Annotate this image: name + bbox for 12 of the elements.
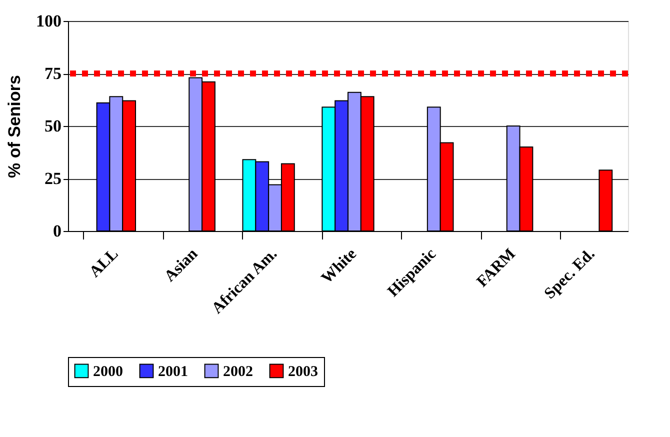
x-tick-label: ALL — [86, 246, 122, 281]
legend-label: 2001 — [158, 364, 188, 380]
y-tick-label: 0 — [53, 222, 62, 240]
y-tick-label: 25 — [44, 169, 62, 188]
legend-label: 2000 — [93, 364, 123, 380]
legend-label: 2002 — [223, 364, 253, 380]
legend-label: 2003 — [288, 364, 318, 380]
y-tick-label: 50 — [44, 116, 62, 136]
x-tick-label: Spec. Ed. — [541, 246, 598, 302]
y-tick-label: 100 — [36, 12, 62, 30]
y-tick-label: 75 — [44, 64, 62, 83]
y-axis-title: % of Seniors — [5, 75, 24, 178]
